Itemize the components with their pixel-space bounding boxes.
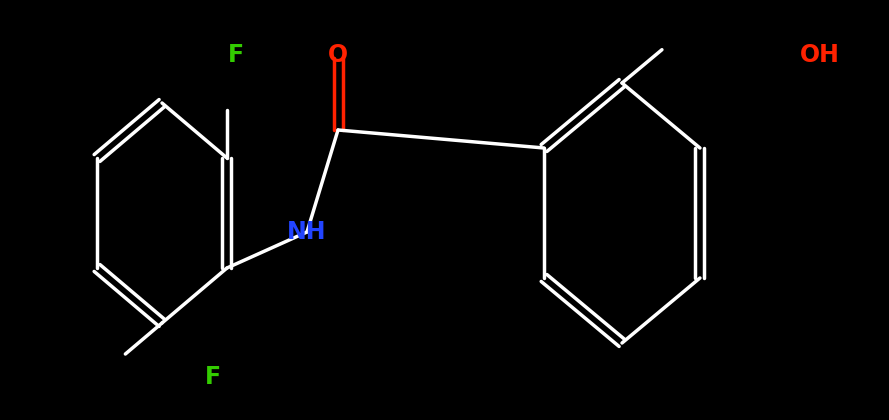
Text: O: O — [328, 43, 348, 67]
Text: F: F — [228, 43, 244, 67]
Text: F: F — [205, 365, 221, 389]
Text: NH: NH — [287, 220, 327, 244]
Text: OH: OH — [800, 43, 840, 67]
